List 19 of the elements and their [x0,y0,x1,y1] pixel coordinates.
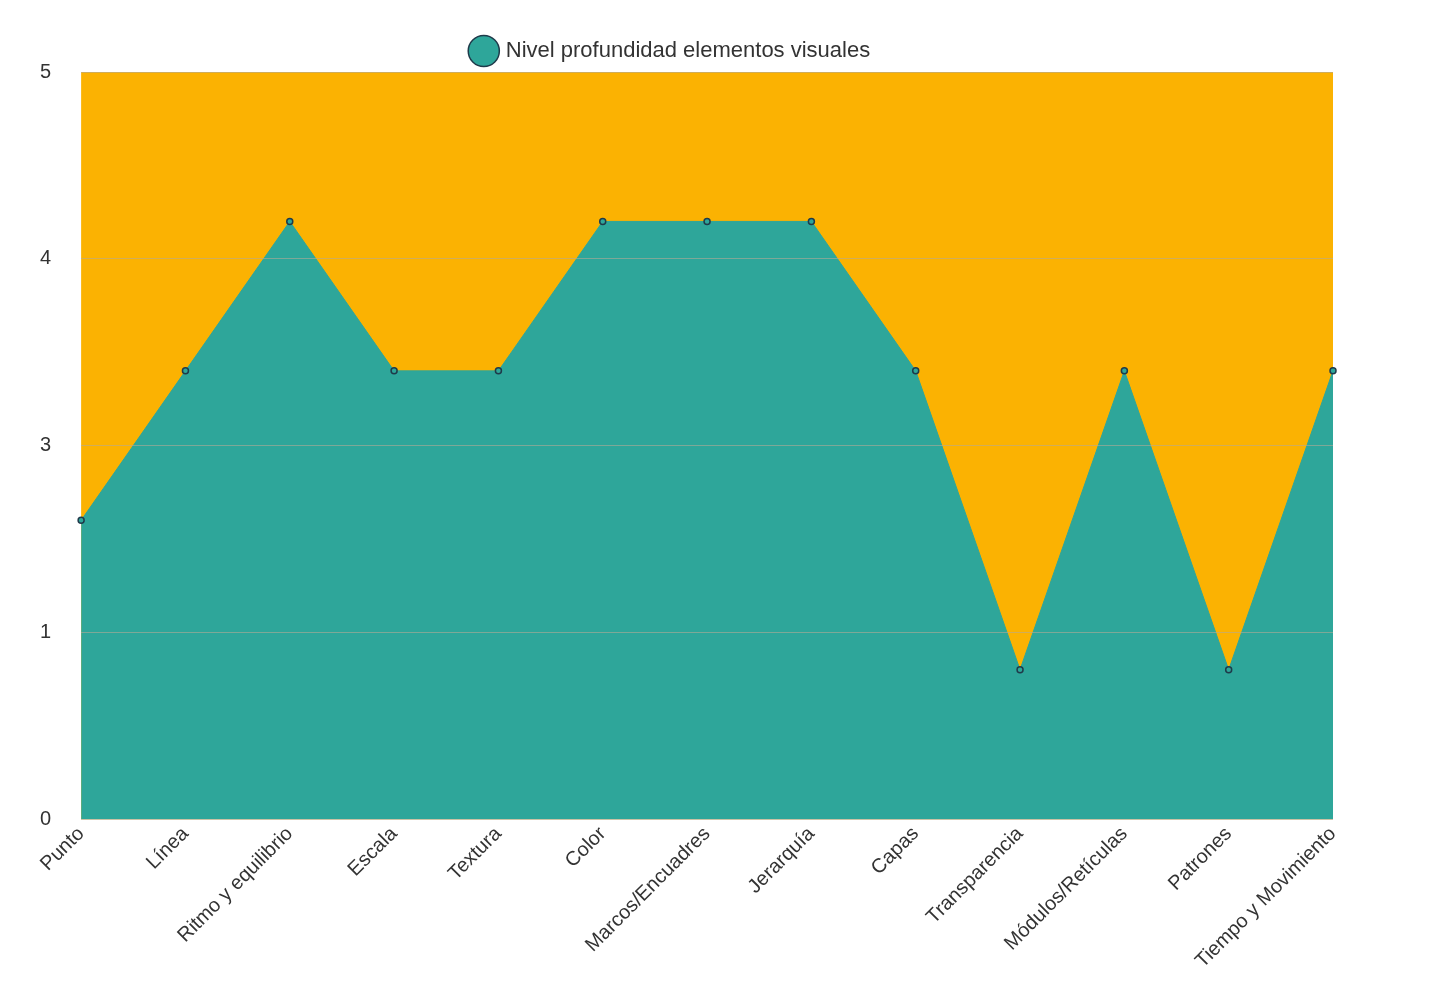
point [807,217,816,226]
point [1224,665,1233,674]
y-tick-label: 1 [40,619,52,642]
point [598,217,607,226]
y-tick-label: 5 [40,59,52,82]
point [390,367,398,375]
y-tick-label: 0 [40,806,52,829]
y-tick-label: 4 [40,246,52,269]
point [703,217,711,226]
point [494,367,503,375]
point [1120,367,1129,375]
point [911,367,920,375]
point [286,217,294,226]
point [77,516,85,525]
point [1016,665,1024,674]
point [181,367,190,375]
y-tick-label: 3 [40,433,52,456]
point [1329,367,1337,375]
legend-label: Nivel profundidad elementos visuales [505,37,871,63]
